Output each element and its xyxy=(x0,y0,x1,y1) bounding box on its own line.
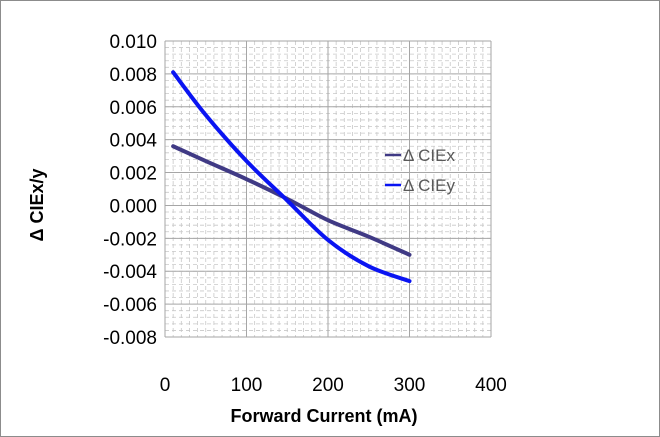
legend-label-cie-y: Δ CIEy xyxy=(403,176,455,195)
series-lines xyxy=(171,70,412,284)
legend-label-cie-x: Δ CIEx xyxy=(403,146,455,165)
y-tick-label: 0.000 xyxy=(109,196,157,217)
y-tick-label: 0.010 xyxy=(109,32,157,53)
legend: Δ CIEx Δ CIEy xyxy=(385,146,455,195)
y-tick-label: 0.002 xyxy=(109,164,157,185)
y-tick-label: -0.004 xyxy=(103,262,157,283)
y-axis-title: Δ CIEx/y xyxy=(27,169,47,242)
y-tick-label: -0.008 xyxy=(103,328,157,349)
major-gridlines xyxy=(164,40,492,338)
y-tick-label: -0.002 xyxy=(103,229,157,250)
x-axis-title: Forward Current (mA) xyxy=(230,406,417,426)
series-line-cie-y xyxy=(171,70,412,284)
y-tick-label: -0.006 xyxy=(103,295,157,316)
x-tick-label: 300 xyxy=(394,375,426,396)
x-tick-label: 0 xyxy=(160,375,171,396)
y-tick-label: 0.008 xyxy=(109,65,157,86)
x-tick-label: 400 xyxy=(475,375,507,396)
y-axis-ticks: 0.010 0.008 0.006 0.004 0.002 0.000 -0.002 -0.0… xyxy=(103,32,157,349)
x-axis-ticks: 0 100 200 300 400 xyxy=(160,375,507,396)
y-tick-label: 0.004 xyxy=(109,131,157,152)
x-tick-label: 200 xyxy=(312,375,344,396)
x-tick-label: 100 xyxy=(231,375,263,396)
y-tick-label: 0.006 xyxy=(109,98,157,119)
